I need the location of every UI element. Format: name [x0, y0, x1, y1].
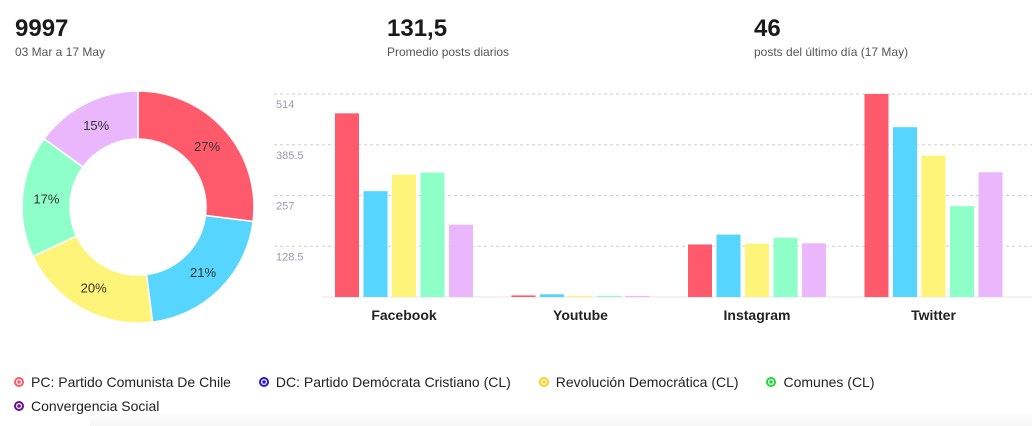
bar: [773, 237, 798, 297]
donut-slice: [137, 90, 255, 223]
bar: [978, 172, 1003, 297]
bar: [921, 155, 946, 297]
x-category-label: Instagram: [724, 307, 791, 323]
stat-daily-average: 131,5 Promedio posts diarios: [387, 14, 509, 59]
legend-item-dc[interactable]: DC: Partido Demócrata Cristiano (CL): [258, 370, 511, 394]
legend-item-cs[interactable]: Convergencia Social: [14, 394, 159, 418]
legend-dot-rd: [538, 377, 549, 387]
donut-slice-label: 17%: [33, 191, 59, 206]
bottom-shadow: [90, 412, 1032, 426]
donut-slice-label: 27%: [194, 139, 220, 154]
bar: [568, 295, 593, 297]
stat-total-posts-value: 9997: [15, 15, 69, 42]
bar: [688, 244, 712, 297]
stat-total-posts-label: 03 Mar a 17 May: [15, 45, 106, 59]
stat-daily-average-value: 131,5: [387, 15, 448, 42]
bar: [597, 295, 621, 297]
stat-last-day: 46 posts del último día (17 May): [754, 14, 908, 59]
bar: [363, 191, 388, 297]
x-category-label: Youtube: [553, 307, 608, 323]
donut-slice: [32, 234, 154, 324]
legend-label-pc: PC: Partido Comunista De Chile: [31, 374, 231, 390]
legend-dot-comunes: [766, 377, 777, 387]
y-tick-label: 128.5: [276, 251, 304, 263]
donut-slice: [43, 90, 139, 169]
donut-slice-label: 20%: [81, 281, 107, 296]
donut-slice-label: 21%: [190, 265, 216, 280]
bar: [625, 295, 650, 297]
stat-last-day-label: posts del último día (17 May): [754, 45, 909, 59]
bar: [864, 94, 889, 297]
legend-label-dc: DC: Partido Demócrata Cristiano (CL): [275, 374, 511, 390]
legend-item-comunes[interactable]: Comunes (CL): [766, 370, 875, 394]
stat-last-day-value: 46: [754, 15, 781, 42]
legend-dot-pc: [14, 377, 24, 387]
bar: [392, 174, 416, 297]
bar: [716, 234, 741, 297]
y-tick-label: 257: [276, 201, 294, 213]
donut-slice-label: 15%: [83, 118, 109, 133]
stat-daily-average-label: Promedio posts diarios: [387, 45, 510, 59]
x-category-label: Facebook: [371, 307, 437, 323]
bar: [802, 243, 826, 297]
legend-label-comunes: Comunes (CL): [783, 374, 875, 390]
bar: [893, 127, 917, 297]
legend-label-rd: Revolución Democrática (CL): [555, 374, 739, 390]
bar: [540, 294, 564, 297]
legend-label-cs: Convergencia Social: [31, 398, 160, 414]
bar: [335, 113, 359, 297]
bar: [420, 172, 445, 297]
legend: PC: Partido Comunista De Chile DC: Parti…: [14, 370, 1014, 418]
x-category-label: Twitter: [911, 307, 956, 323]
legend-dot-dc: [258, 377, 269, 387]
y-tick-label: 385.5: [276, 150, 304, 162]
legend-item-rd[interactable]: Revolución Democrática (CL): [538, 370, 739, 394]
legend-dot-cs: [14, 401, 24, 411]
bar: [449, 224, 473, 297]
donut-chart: 27% 21% 20% 17% 15%: [21, 90, 255, 324]
y-tick-label: 514: [276, 99, 294, 111]
stat-total-posts: 9997 03 Mar a 17 May: [15, 14, 105, 59]
bar: [950, 206, 974, 297]
legend-item-pc[interactable]: PC: Partido Comunista De Chile: [14, 370, 231, 394]
bar: [511, 295, 536, 297]
bar: [745, 243, 769, 297]
bar-chart: 128.5 257 385.5 514 Facebook Youtube Instagram…: [274, 93, 1032, 323]
